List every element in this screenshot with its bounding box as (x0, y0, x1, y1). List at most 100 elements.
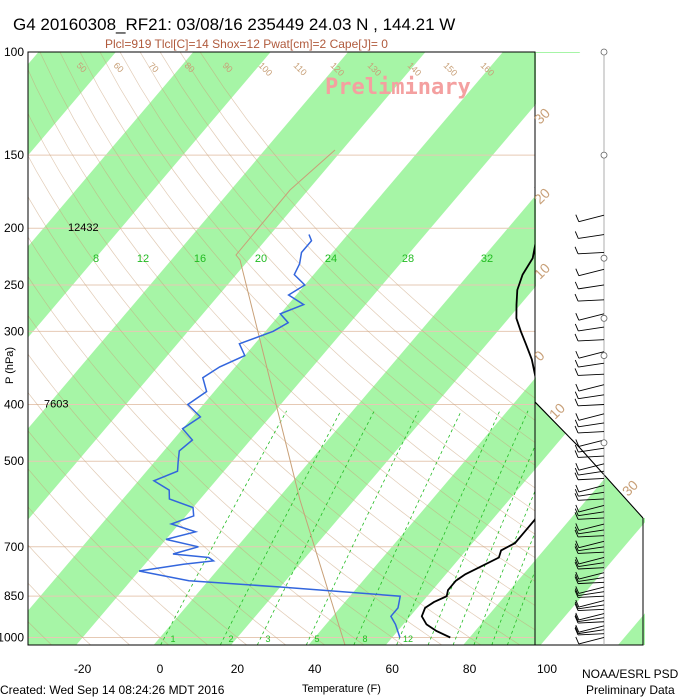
wind-barb (578, 439, 605, 447)
dry-adiabat (59, 52, 535, 559)
wind-barb (578, 523, 605, 531)
calm-circle (600, 48, 608, 56)
wind-barb (578, 485, 605, 493)
wind-barb-flag (575, 612, 580, 621)
green-band (28, 52, 535, 645)
wind-barb (578, 234, 605, 239)
dry-adiabat (28, 468, 208, 645)
green-band (308, 378, 535, 645)
wind-barb-flag (575, 556, 580, 565)
wind-barb (578, 577, 605, 582)
wind-barb (578, 551, 605, 554)
wind-barb-flag (574, 231, 579, 239)
watermark: Preliminary (325, 75, 471, 100)
side-panel-diagonal (534, 401, 644, 519)
wind-barb (578, 447, 605, 453)
wind-barb-flag (574, 419, 579, 427)
y-tick-label: 150 (4, 148, 24, 162)
y-tick-label: 500 (4, 454, 24, 468)
wind-barb-flag (575, 599, 580, 608)
wind-barb-flag (575, 383, 580, 392)
calm-circle (600, 352, 608, 359)
wind-barb-flag (574, 472, 579, 480)
mixing-ratio-label: 32 (481, 253, 493, 265)
wind-barb (578, 431, 605, 434)
wind-barb-flag (575, 268, 580, 276)
mixing-ratio-line (473, 490, 535, 645)
wind-barb (578, 617, 605, 622)
wind-barb (578, 351, 605, 359)
wind-barb-flag (575, 413, 580, 421)
dry-adiabat (28, 155, 521, 645)
side-green-band (0, 52, 425, 645)
parcel-path (235, 149, 346, 645)
wind-barb-flag (575, 571, 580, 580)
wind-barb-flag (574, 603, 579, 611)
wind-barb (578, 511, 605, 517)
wind-barb-flag (574, 425, 579, 434)
wind-barb (578, 268, 605, 277)
y-tick-label: 300 (4, 324, 24, 338)
y-axis-label: P (hPa) (4, 347, 16, 384)
wind-barb (578, 546, 605, 552)
mixing-ratio-label-bottom: 12 (403, 634, 413, 644)
wind-barb (578, 595, 605, 598)
wind-barb-flag (575, 313, 580, 321)
wind-barb (578, 613, 605, 621)
wind-barb (578, 326, 605, 332)
wind-barb (578, 517, 605, 520)
plot-frame (27, 51, 700, 646)
temperature-bands (28, 52, 535, 645)
x-axis-label: Temperature (F) (302, 683, 381, 695)
wind-barb (578, 498, 605, 501)
wind-barb-flag (574, 601, 579, 610)
calm-circle (600, 439, 608, 447)
wind-barb-flag (575, 523, 580, 531)
wind-barb (578, 455, 605, 458)
wind-barb-flag (574, 444, 579, 453)
x-tick-label: 40 (308, 662, 322, 676)
dry-adiabat (179, 52, 535, 421)
wind-barb (578, 625, 605, 633)
theta-label: 60 (112, 60, 126, 74)
wind-barb-flag (574, 323, 579, 332)
profiles (138, 186, 535, 639)
wind-barb-flag (575, 625, 580, 633)
mixing-ratio-line (396, 410, 501, 645)
dry-adiabat (28, 68, 535, 606)
mixing-ratio-line (427, 410, 529, 645)
wind-barb (578, 637, 605, 645)
wind-barb-flag (575, 350, 580, 359)
wind-barb (578, 505, 605, 513)
footer-preliminary: Preliminary Data (586, 683, 675, 697)
y-tick-label: 1000 (0, 630, 24, 644)
mixing-ratio-lines (160, 410, 535, 645)
wind-barb-flag (574, 467, 579, 476)
mixing-ratio-line (452, 444, 535, 645)
dry-adiabat (28, 112, 535, 631)
wind-barb (578, 252, 605, 255)
green-band (463, 560, 535, 645)
dry-adiabat (28, 275, 404, 645)
x-tick-label: 20 (231, 662, 245, 676)
chart-title: G4 20160308_RF21: 03/08/16 235449 24.03 … (13, 15, 455, 34)
wind-barb (578, 562, 605, 567)
mixing-ratio-label: 8 (93, 253, 99, 265)
wind-barb (578, 284, 605, 290)
calm-circle (600, 314, 608, 322)
wind-barb-flag (574, 398, 579, 406)
mixing-ratio-label-bottom: 2 (228, 634, 233, 644)
wind-barb-flag (574, 626, 579, 634)
parcel-line (235, 149, 346, 645)
mixing-ratio-label-bottom: 5 (314, 634, 319, 644)
dry-adiabat (119, 52, 535, 489)
y-tick-label: 250 (4, 278, 24, 292)
footer-noaa: NOAA/ESRL PSD (582, 667, 679, 681)
dry-adiabat (139, 52, 535, 466)
wind-barb-flag (574, 281, 579, 290)
wind-barb-flag (574, 391, 579, 399)
wind-barb-flag (575, 439, 580, 447)
theta-label: 110 (292, 60, 309, 77)
chart-subtitle: Plcl=919 Tlcl[C]=14 Shox=12 Pwat[cm]=2 C… (105, 37, 388, 51)
